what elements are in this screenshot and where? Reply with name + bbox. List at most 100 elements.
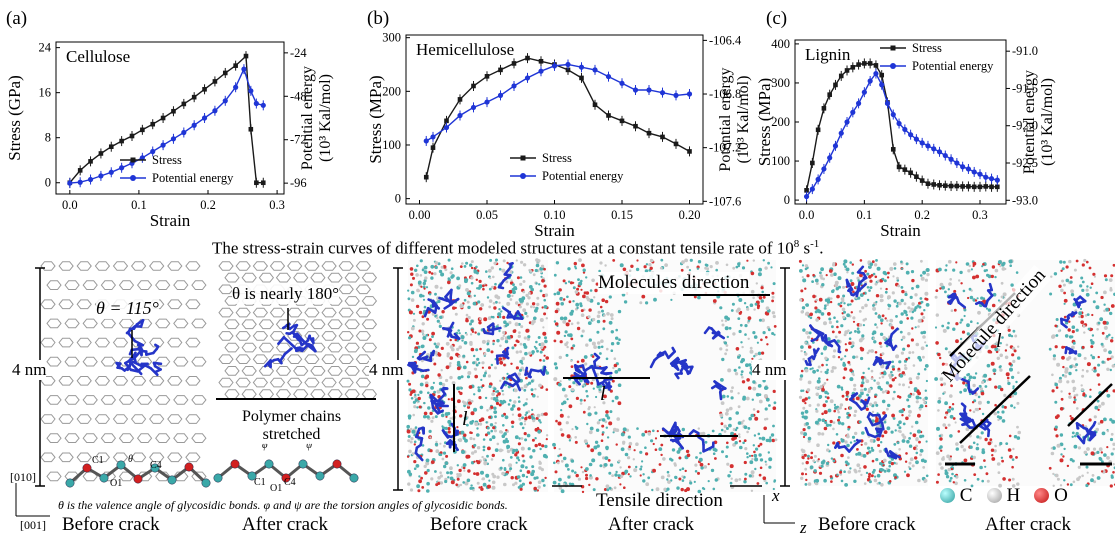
ring	[100, 433, 117, 443]
stress-point	[989, 184, 994, 190]
atom	[847, 470, 852, 474]
atom	[518, 417, 522, 421]
atom	[654, 437, 658, 440]
atom	[723, 430, 727, 433]
atom	[999, 441, 1003, 446]
atom	[552, 480, 557, 485]
atom	[591, 341, 596, 346]
atom	[1015, 456, 1018, 459]
hemi-before-molecule	[416, 349, 436, 363]
atom	[517, 459, 521, 462]
bond	[443, 302, 453, 310]
atom	[678, 477, 682, 481]
atom	[837, 418, 840, 422]
atom	[908, 467, 912, 470]
atom	[860, 388, 864, 393]
y2-tick-label: -92.0	[1012, 119, 1038, 133]
atom	[571, 428, 574, 431]
atom	[1104, 278, 1108, 282]
atom	[587, 412, 592, 417]
y2-tick-label: -107.2	[709, 141, 741, 155]
atom	[531, 408, 534, 411]
atom	[603, 314, 606, 317]
atom	[627, 465, 631, 469]
atom	[848, 337, 852, 340]
atom	[487, 484, 491, 489]
atom	[425, 374, 430, 379]
atom	[924, 291, 929, 296]
atom	[899, 409, 904, 414]
atom	[492, 339, 496, 343]
atom	[753, 453, 758, 458]
atom	[888, 480, 892, 483]
atom	[1054, 345, 1058, 349]
atom	[968, 264, 971, 268]
x-tick-label: 0.15	[611, 208, 633, 222]
bond	[438, 296, 449, 303]
atom	[772, 389, 776, 393]
ring	[136, 433, 153, 443]
ring	[40, 414, 56, 424]
atom	[949, 414, 954, 419]
ring	[167, 452, 183, 463]
atom	[986, 363, 991, 368]
chain-atom	[133, 474, 143, 484]
atom	[875, 424, 880, 429]
atom	[524, 417, 528, 421]
atom	[899, 320, 903, 324]
atom	[761, 318, 765, 323]
atom	[872, 468, 876, 472]
atom	[982, 297, 986, 300]
atom	[616, 417, 620, 421]
energy-point	[87, 176, 94, 183]
atom	[764, 418, 767, 421]
atom	[908, 444, 913, 448]
x-tick-label: 0.0	[62, 198, 78, 212]
atom	[704, 440, 708, 444]
atom	[855, 355, 859, 359]
atom	[525, 328, 530, 333]
bond	[988, 282, 994, 292]
atom	[488, 479, 491, 482]
atom	[585, 276, 588, 279]
ring	[218, 261, 234, 271]
atom	[554, 322, 559, 326]
atom	[1004, 267, 1007, 271]
atom	[823, 382, 827, 385]
atom	[813, 454, 817, 458]
ring	[82, 356, 98, 367]
ring	[191, 395, 207, 405]
atom	[892, 367, 895, 371]
atom	[980, 391, 985, 396]
atom	[1002, 477, 1006, 481]
atom	[495, 300, 498, 304]
atom	[412, 318, 416, 322]
atom	[553, 273, 557, 277]
atom	[874, 312, 878, 315]
atom	[424, 381, 429, 385]
atom	[1092, 447, 1097, 451]
atom	[556, 291, 561, 296]
atom	[693, 480, 696, 483]
atom	[890, 370, 893, 374]
atom	[467, 371, 472, 375]
hemi-after-molecule	[703, 326, 726, 340]
atom	[758, 399, 763, 404]
atom	[853, 440, 856, 443]
atom	[748, 363, 752, 367]
atom	[666, 478, 669, 481]
atom	[1075, 259, 1079, 263]
legend-energy-label: Potential energy	[152, 171, 234, 185]
atom	[832, 263, 836, 267]
atom	[1011, 458, 1015, 461]
atom	[425, 383, 429, 388]
atom	[772, 424, 775, 428]
atom	[849, 279, 853, 283]
atom	[583, 439, 588, 444]
atom	[1090, 282, 1094, 285]
figure-caption: The stress-strain curves of different mo…	[212, 238, 824, 258]
atom	[849, 441, 853, 444]
cellulose-after-molecule	[263, 347, 293, 369]
atom	[520, 446, 525, 451]
atom	[830, 297, 833, 300]
